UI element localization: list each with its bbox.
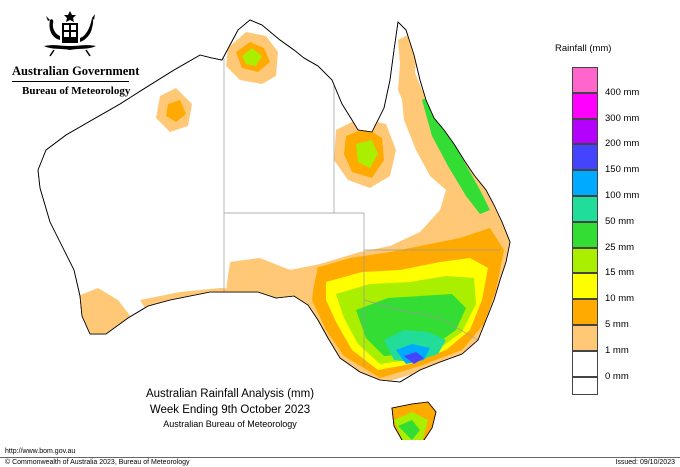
legend-swatch [572,299,598,325]
rainfall-map [37,19,511,440]
map-caption: Australian Rainfall Analysis (mm) Week E… [130,388,330,429]
legend-label: 15 mm [605,267,635,279]
bom-website-link[interactable]: http://www.bom.gov.au [5,448,76,455]
legend-label: 50 mm [605,215,635,227]
legend-label: 0 mm [605,370,629,382]
rain-zone-25mm-top-end [242,48,262,66]
legend-label: 150 mm [605,164,640,176]
header-divider [12,81,129,82]
legend-label: 100 mm [605,190,640,201]
legend-label: 300 mm [605,112,640,124]
mainland-coast [37,19,511,383]
border-qld-sa-nsw [334,212,500,251]
government-name: Australian Government [12,64,140,78]
legend-title: Rainfall (mm) [555,43,612,54]
rain-zone-1mm-cape-york [398,34,416,104]
border-nsw-vic [363,299,479,341]
rain-zone-25mm-east-coast [422,96,490,214]
coat-of-arms-icon [44,11,96,57]
legend-label: 5 mm [605,319,629,330]
map-title: Australian Rainfall Analysis (mm) [145,388,315,400]
rain-zone-25mm-central-qld [356,140,378,168]
legend-swatch [572,144,598,171]
legend-swatch [572,325,598,351]
legend-label: 25 mm [605,241,635,253]
state-borders [223,58,500,366]
legend-label: 200 mm [605,138,640,150]
map-source: Australian Bureau of Meteorology [163,419,297,429]
legend-swatch [572,67,598,93]
government-header: Australian Government Bureau of Meteorol… [8,10,139,97]
copyright-text: © Commonwealth of Australia 2023, Bureau… [5,459,190,466]
bureau-name: Bureau of Meteorology [22,85,131,97]
tasmania-coast [391,401,437,440]
legend-swatch [572,350,598,377]
legend-swatch [572,247,598,274]
rain-zone-1mm-nullarbor-north [228,262,318,296]
rain-zone-10mm-kimberley [166,100,186,122]
legend-swatch [572,221,598,248]
legend-swatch [572,376,598,395]
rainfall-legend: Rainfall (mm) 400 mm 300 mm 200 mm 150 mm 10… [540,40,675,395]
tasmania-shading [392,402,436,440]
legend-swatch [572,170,598,196]
footer-divider [0,457,680,458]
issued-date: Issued: 09/10/2023 [615,459,675,466]
legend-swatch [572,92,598,119]
map-period: Week Ending 9th October 2023 [149,404,311,416]
legend-label: 400 mm [605,86,640,98]
rainfall-shading [78,32,510,382]
legend-swatch [572,196,598,222]
legend-label: 1 mm [605,344,629,356]
rain-zone-50mm-tasmania [398,420,420,440]
rain-zone-1mm-southwest [78,288,132,336]
legend-swatch [572,273,598,300]
legend-swatch [572,118,598,145]
legend-label: 10 mm [605,293,635,305]
rain-zone-200mm-victoria [404,352,424,364]
